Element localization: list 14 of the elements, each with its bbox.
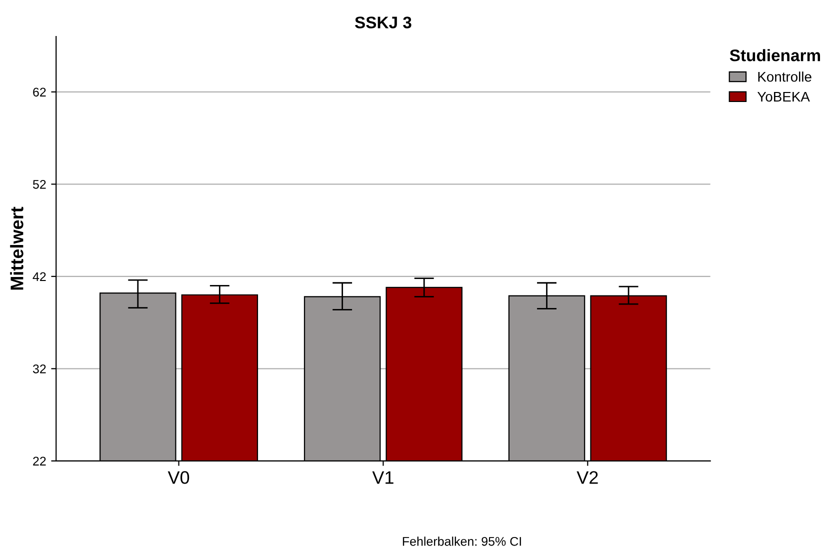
legend-title: Studienarm bbox=[730, 49, 820, 62]
y-tick-label: 22 bbox=[33, 456, 46, 466]
y-tick-label: 32 bbox=[32, 364, 46, 374]
x-tick-label: V2 bbox=[576, 471, 598, 484]
legend-label: YoBEKA bbox=[757, 92, 810, 102]
y-tick-label: 42 bbox=[32, 272, 46, 281]
y-tick-label: 62 bbox=[33, 88, 46, 97]
y-axis-title: Mittelwert bbox=[10, 206, 24, 290]
y-tick-label: 52 bbox=[32, 180, 46, 189]
text: Fehlerbalken: 95% CI bbox=[402, 536, 521, 546]
x-tick-label: V1 bbox=[372, 471, 394, 484]
x-tick-label: V0 bbox=[168, 471, 190, 484]
legend-label: Kontrolle bbox=[758, 72, 812, 82]
chart-title: SSKJ 3 bbox=[354, 16, 412, 28]
